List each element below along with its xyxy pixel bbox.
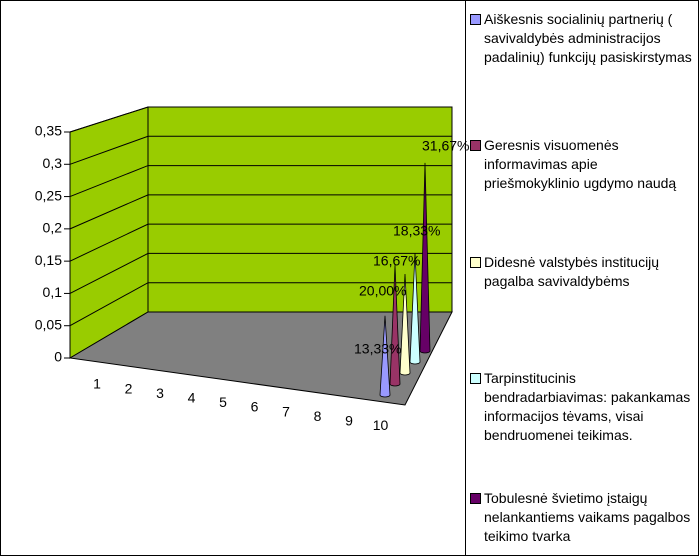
y-tick-label: 0,2 bbox=[43, 220, 63, 236]
x-tick-label: 3 bbox=[156, 385, 164, 401]
grid-line bbox=[69, 106, 452, 133]
x-tick-label: 4 bbox=[188, 390, 196, 406]
legend-entry: Aiškesnis socialinių partnerių ( savival… bbox=[470, 10, 696, 67]
legend-entry: Tobulesnė švietimo įstaigų nelankantiems… bbox=[470, 489, 696, 546]
back-wall bbox=[147, 106, 453, 313]
data-label: 31,67% bbox=[422, 138, 469, 154]
x-tick-label: 1 bbox=[93, 376, 101, 392]
x-tick-label: 7 bbox=[282, 403, 290, 419]
legend-swatch bbox=[470, 14, 481, 25]
legend-entry: Didesnė valstybės institucijų pagalba sa… bbox=[470, 253, 696, 291]
legend-swatch bbox=[470, 140, 481, 151]
data-label: 18,33% bbox=[393, 223, 440, 239]
legend-entry: Tarpinstitucinis bendradarbiavimas: paka… bbox=[470, 369, 696, 445]
cone bbox=[419, 162, 431, 354]
legend-label: Tobulesnė švietimo įstaigų nelankantiems… bbox=[484, 490, 691, 544]
floor bbox=[68, 311, 453, 406]
grid-line bbox=[69, 252, 452, 294]
cone bbox=[399, 273, 411, 376]
y-tick-label: 0,15 bbox=[35, 252, 62, 268]
legend-label: Didesnė valstybės institucijų pagalba sa… bbox=[484, 254, 660, 289]
cone bbox=[389, 265, 401, 387]
y-tick-label: 0,05 bbox=[35, 316, 62, 332]
legend-entry: Geresnis visuomenės informavimas apie pr… bbox=[470, 136, 696, 193]
data-label: 13,33% bbox=[354, 341, 401, 357]
legend-label: Aiškesnis socialinių partnerių ( savival… bbox=[484, 11, 692, 65]
x-tick-label: 10 bbox=[373, 417, 389, 433]
legend-swatch bbox=[470, 373, 481, 384]
data-label: 20,00% bbox=[359, 283, 406, 299]
data-label: 16,67% bbox=[373, 253, 420, 269]
legend-swatch bbox=[470, 257, 481, 268]
y-tick-label: 0 bbox=[54, 349, 62, 365]
grid-line bbox=[69, 194, 452, 230]
cone bbox=[409, 253, 421, 365]
grid-line bbox=[69, 282, 452, 327]
x-tick-label: 5 bbox=[219, 394, 227, 410]
grid-line bbox=[69, 135, 452, 165]
grid-line bbox=[69, 223, 452, 262]
x-tick-label: 6 bbox=[251, 399, 259, 415]
x-tick-label: 8 bbox=[314, 408, 322, 424]
y-tick-label: 0,25 bbox=[35, 187, 62, 203]
legend-swatch bbox=[470, 493, 481, 504]
y-tick-label: 0,3 bbox=[43, 155, 63, 171]
legend-label: Tarpinstitucinis bendradarbiavimas: paka… bbox=[484, 370, 691, 443]
x-tick-label: 2 bbox=[125, 380, 133, 396]
y-tick-label: 0,1 bbox=[43, 284, 63, 300]
cone bbox=[379, 315, 391, 398]
x-tick-label: 9 bbox=[345, 413, 353, 429]
legend-label: Geresnis visuomenės informavimas apie pr… bbox=[484, 137, 677, 191]
grid-line bbox=[69, 165, 452, 198]
y-tick-label: 0,35 bbox=[35, 123, 62, 139]
